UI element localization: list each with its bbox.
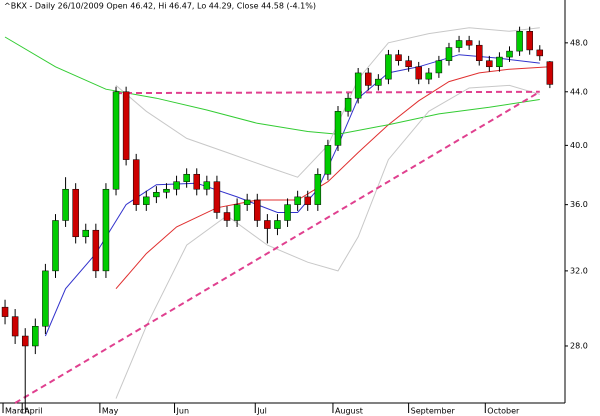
candle-body: [304, 196, 311, 205]
x-tick-label: Jul: [256, 407, 267, 416]
candle-body: [72, 188, 79, 238]
candle-body: [11, 316, 19, 337]
x-tick-label: March: [5, 407, 29, 416]
candle-body: [435, 60, 443, 74]
candle-body: [122, 91, 130, 160]
candle-body: [324, 145, 332, 175]
candle-body: [243, 199, 251, 205]
candle-body: [546, 61, 554, 85]
y-tick-label: 48.0: [570, 38, 588, 47]
candle-body: [536, 49, 544, 57]
x-tick-label: Jun: [176, 407, 190, 416]
indicator-line: [44, 54, 540, 337]
candle-body: [425, 72, 433, 80]
indicator-line: [115, 90, 540, 95]
candle-body: [193, 173, 200, 190]
candle-body: [132, 159, 140, 205]
candle-body: [254, 199, 261, 221]
candle-body: [496, 56, 503, 68]
chart-title: ^BKX - Daily 26/10/2009 Open 46.42, Hi 4…: [4, 2, 316, 11]
y-tick-label: 28.0: [570, 341, 588, 350]
y-tick-label: 44.0: [570, 87, 588, 96]
x-tick-label: October: [487, 407, 520, 416]
candle-body: [365, 72, 372, 86]
candle-body: [1, 306, 9, 317]
candle-body: [395, 54, 402, 61]
candle-body: [233, 204, 241, 221]
x-tick-label: May: [102, 407, 119, 416]
x-tick-label: August: [335, 407, 363, 416]
candle-body: [264, 220, 271, 229]
candle-body: [153, 192, 160, 198]
candle-body: [213, 181, 221, 213]
candle-body: [415, 66, 422, 80]
candle-body: [284, 204, 291, 221]
candle-body: [32, 325, 39, 347]
candle-body: [506, 50, 513, 58]
candle-body: [62, 188, 69, 221]
candle-body: [183, 173, 190, 182]
candle-body: [314, 173, 322, 205]
candle-body: [334, 111, 342, 146]
candle-body: [294, 196, 301, 205]
candle-body: [475, 44, 483, 61]
candle-body: [526, 31, 533, 51]
indicator-line: [14, 90, 541, 404]
x-tick-label: September: [411, 407, 456, 416]
candle-body: [223, 212, 231, 221]
indicator-line: [115, 84, 540, 399]
y-tick-label: 36.0: [570, 200, 588, 209]
candle-body: [385, 54, 392, 80]
candle-body: [173, 181, 180, 190]
candle-body: [42, 270, 49, 327]
candle-body: [52, 220, 59, 272]
candle-body: [354, 72, 362, 99]
candle-body: [143, 196, 150, 205]
candle-body: [445, 47, 453, 61]
candle-body: [92, 229, 100, 272]
candle-body: [516, 31, 523, 52]
candle-body: [102, 188, 110, 272]
candle-body: [21, 335, 29, 347]
y-tick-label: 40.0: [570, 141, 588, 150]
candle-body: [274, 220, 281, 229]
candle-body: [465, 40, 473, 46]
candle-body: [486, 60, 493, 68]
indicator-line: [115, 66, 550, 290]
y-tick-label: 32.0: [570, 266, 588, 275]
x-tick-label: April: [24, 407, 42, 416]
candle-body: [82, 229, 90, 238]
candle-body: [163, 188, 170, 193]
candle-body: [405, 60, 412, 68]
candle-body: [112, 91, 120, 190]
candle-body: [375, 78, 382, 86]
indicator-line: [4, 36, 540, 135]
candle-body: [455, 40, 463, 48]
candle-body: [344, 97, 352, 112]
candle-body: [203, 181, 211, 190]
